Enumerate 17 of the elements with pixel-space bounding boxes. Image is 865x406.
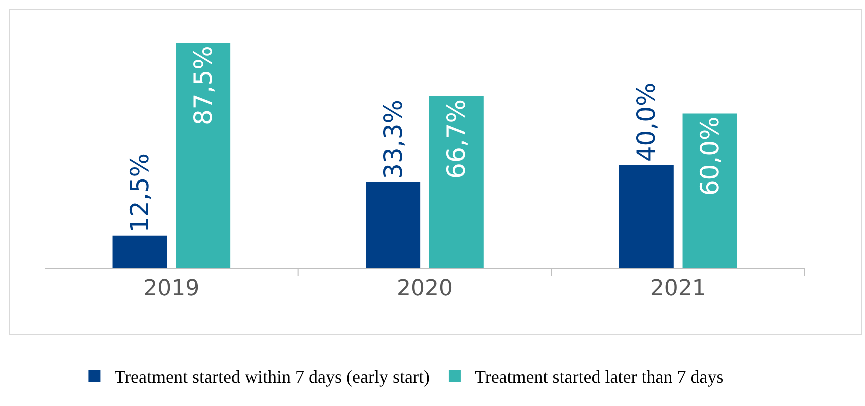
data-label: 12,5% — [126, 153, 154, 233]
data-label: 40,0% — [632, 82, 662, 162]
bar — [176, 43, 231, 268]
bar — [366, 182, 421, 268]
x-tick-label: 2019 — [144, 276, 200, 302]
bar — [619, 165, 674, 268]
legend-label: Treatment started within 7 days (early start) — [114, 367, 430, 388]
x-tick-label: 2021 — [650, 276, 706, 302]
data-label: 87,5% — [188, 46, 218, 126]
data-label: 33,3% — [378, 100, 408, 180]
legend-label: Treatment started later than 7 days — [474, 367, 724, 388]
x-tick-label: 2020 — [397, 276, 453, 302]
bar — [429, 96, 484, 268]
data-label: 60,0% — [696, 116, 724, 196]
bar — [682, 114, 738, 268]
data-label: 66,7% — [442, 100, 472, 179]
bar — [112, 236, 168, 268]
